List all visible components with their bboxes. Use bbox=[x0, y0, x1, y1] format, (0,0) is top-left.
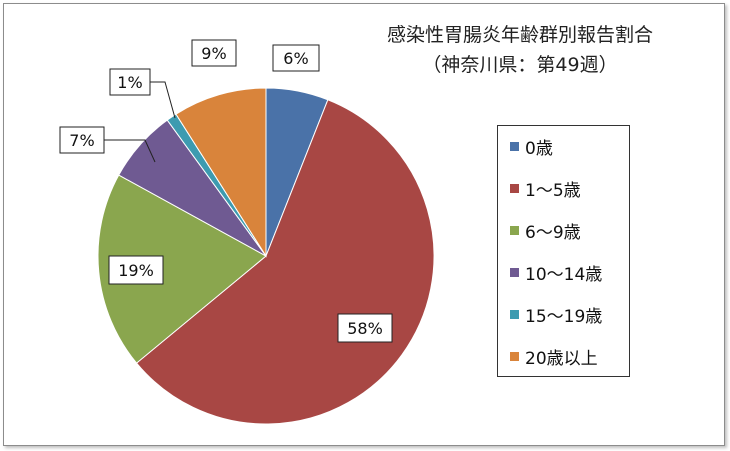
legend-swatch bbox=[510, 225, 519, 235]
leader-line bbox=[104, 139, 156, 163]
legend-item: 15〜19歳 bbox=[510, 302, 603, 327]
legend-item: 0歳 bbox=[510, 134, 553, 159]
legend-item: 1〜5歳 bbox=[510, 176, 581, 201]
legend-item: 20歳以上 bbox=[510, 344, 598, 369]
data-label-box bbox=[109, 68, 151, 96]
data-label: 1% bbox=[117, 73, 142, 92]
legend: 0歳 1〜5歳 6〜9歳 10〜14歳 15〜19歳 20歳以上 bbox=[497, 125, 630, 377]
legend-label: 6〜9歳 bbox=[525, 222, 581, 243]
legend-item: 10〜14歳 bbox=[510, 260, 603, 285]
legend-label: 1〜5歳 bbox=[525, 180, 581, 201]
legend-swatch bbox=[510, 141, 519, 151]
chart-title: 感染性胃腸炎年齢群別報告割合 bbox=[386, 24, 653, 46]
data-label-box bbox=[108, 255, 164, 285]
chart-title-block: 感染性胃腸炎年齢群別報告割合 （神奈川県：第49週） bbox=[340, 20, 700, 80]
legend-label: 10〜14歳 bbox=[525, 264, 603, 285]
legend-label: 20歳以上 bbox=[525, 348, 598, 369]
legend-swatch bbox=[510, 351, 519, 361]
data-label-box bbox=[272, 44, 320, 72]
data-label-box bbox=[337, 313, 393, 343]
leader-line bbox=[150, 81, 176, 119]
pie-slice bbox=[135, 99, 435, 425]
pie-slice bbox=[175, 87, 267, 258]
legend-swatch bbox=[510, 267, 519, 277]
legend-item: 6〜9歳 bbox=[510, 218, 581, 243]
pie-slice bbox=[97, 174, 267, 364]
data-label-box bbox=[191, 39, 237, 67]
data-label-box bbox=[59, 126, 105, 154]
legend-swatch bbox=[510, 183, 519, 193]
legend-label: 0歳 bbox=[525, 138, 553, 159]
data-label: 6% bbox=[283, 49, 308, 68]
data-label: 7% bbox=[69, 131, 94, 150]
legend-swatch bbox=[510, 309, 519, 319]
legend-label: 15〜19歳 bbox=[525, 306, 603, 327]
data-label: 19% bbox=[118, 261, 154, 280]
data-label: 9% bbox=[201, 44, 226, 63]
data-label: 58% bbox=[347, 319, 383, 338]
chart-subtitle: （神奈川県：第49週） bbox=[422, 54, 618, 76]
